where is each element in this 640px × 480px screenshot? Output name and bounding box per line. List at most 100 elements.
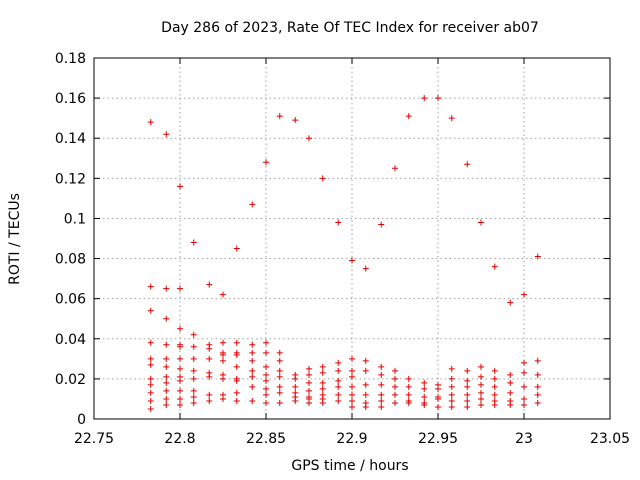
grid-lines (94, 58, 610, 419)
data-point (249, 373, 256, 380)
data-point (448, 391, 455, 398)
data-point (378, 391, 385, 398)
data-point (421, 95, 428, 102)
y-tick-label: 0.1 (64, 211, 86, 227)
data-point (147, 307, 154, 314)
data-point (507, 371, 514, 378)
data-point (276, 349, 283, 356)
data-point (306, 135, 312, 142)
data-point (349, 403, 355, 410)
data-point (163, 373, 170, 380)
data-point (534, 253, 541, 260)
data-point (405, 383, 412, 390)
data-point (263, 363, 269, 370)
data-point (521, 291, 527, 298)
data-point (491, 383, 498, 390)
data-point (435, 395, 441, 402)
y-axis-label: ROTI / TECUs (7, 193, 23, 285)
data-point (378, 371, 385, 378)
data-point (163, 395, 170, 402)
data-point (507, 299, 514, 306)
data-point (163, 131, 170, 138)
data-point (177, 395, 183, 402)
data-point (147, 361, 154, 368)
data-point (276, 399, 283, 406)
data-point (306, 379, 312, 386)
data-point (276, 389, 283, 396)
data-point (478, 395, 484, 402)
data-point (349, 355, 355, 362)
data-point (464, 397, 471, 404)
data-point (464, 367, 471, 374)
data-point (534, 383, 541, 390)
data-point (220, 351, 226, 358)
y-tick-label: 0.02 (55, 372, 86, 388)
data-point (405, 113, 412, 120)
x-tick-label: 22.8 (164, 431, 195, 447)
data-point (507, 389, 514, 396)
data-point (491, 401, 498, 408)
data-point (177, 285, 183, 292)
data-point (319, 379, 326, 386)
data-point (190, 239, 197, 246)
data-point (464, 383, 471, 390)
data-point (163, 379, 170, 386)
data-point (233, 397, 240, 404)
data-point (147, 283, 154, 290)
data-point (362, 391, 369, 398)
data-point (206, 355, 213, 362)
data-point (534, 357, 541, 364)
data-point (233, 377, 240, 384)
data-point (177, 355, 183, 362)
data-point (276, 357, 283, 364)
data-point (335, 397, 342, 404)
data-point (319, 385, 326, 392)
x-tick-label: 22.85 (246, 431, 286, 447)
data-point (263, 349, 269, 356)
data-point (362, 265, 369, 272)
data-point (349, 257, 355, 264)
data-point (478, 381, 484, 388)
data-point (405, 375, 412, 382)
data-point (306, 365, 312, 372)
x-tick-label: 23 (515, 431, 533, 447)
data-point (478, 389, 484, 396)
data-point (263, 385, 269, 392)
data-point (421, 379, 428, 386)
data-point (147, 119, 154, 126)
data-point (435, 403, 441, 410)
data-point (319, 175, 326, 182)
data-point (206, 391, 213, 398)
data-point (478, 363, 484, 370)
data-point (421, 393, 428, 400)
data-point (190, 387, 197, 394)
data-point (507, 379, 514, 386)
data-point (220, 395, 226, 402)
data-point (190, 393, 197, 400)
data-point (491, 263, 498, 270)
data-point (292, 383, 299, 390)
data-point (378, 403, 385, 410)
data-point (464, 377, 471, 384)
data-point (378, 221, 385, 228)
x-axis-label: GPS time / hours (291, 458, 408, 474)
data-points (147, 95, 541, 412)
data-point (448, 375, 455, 382)
data-point (177, 183, 183, 190)
data-point (276, 367, 283, 374)
data-point (147, 355, 154, 362)
data-point (233, 363, 240, 370)
data-point (263, 377, 269, 384)
data-point (233, 339, 240, 346)
y-tick-label: 0.04 (55, 332, 86, 348)
data-point (249, 201, 256, 208)
data-point (521, 359, 527, 366)
data-point (349, 397, 355, 404)
data-point (292, 117, 299, 124)
data-point (319, 363, 326, 370)
data-point (233, 351, 240, 358)
data-point (521, 369, 527, 376)
data-point (521, 383, 527, 390)
data-point (349, 391, 355, 398)
